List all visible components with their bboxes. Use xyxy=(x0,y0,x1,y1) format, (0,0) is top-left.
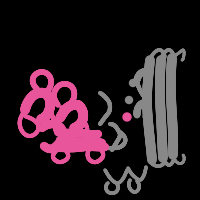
Circle shape xyxy=(130,79,136,86)
Circle shape xyxy=(123,113,131,121)
Circle shape xyxy=(126,97,132,104)
